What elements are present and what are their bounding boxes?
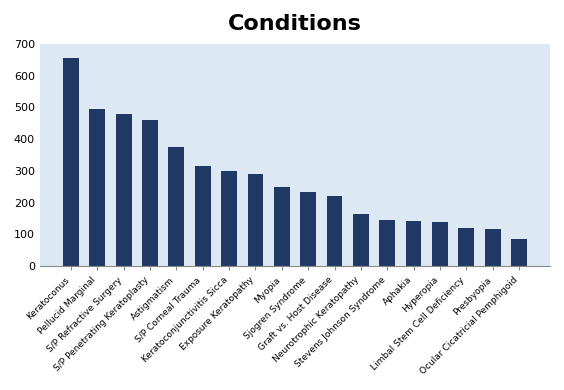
Bar [195,166,211,266]
Bar [406,221,421,266]
Bar [380,220,395,266]
Bar [169,147,184,266]
Bar [327,196,342,266]
Bar [300,191,316,266]
Title: Conditions: Conditions [228,14,362,34]
Bar [221,171,237,266]
Bar [142,120,158,266]
Bar [511,239,527,266]
Bar [484,229,501,266]
Bar [274,187,290,266]
Bar [353,214,369,266]
Bar [90,109,105,266]
Bar [248,174,263,266]
Bar [459,228,474,266]
Bar [432,222,448,266]
Bar [63,58,79,266]
Bar [116,114,131,266]
